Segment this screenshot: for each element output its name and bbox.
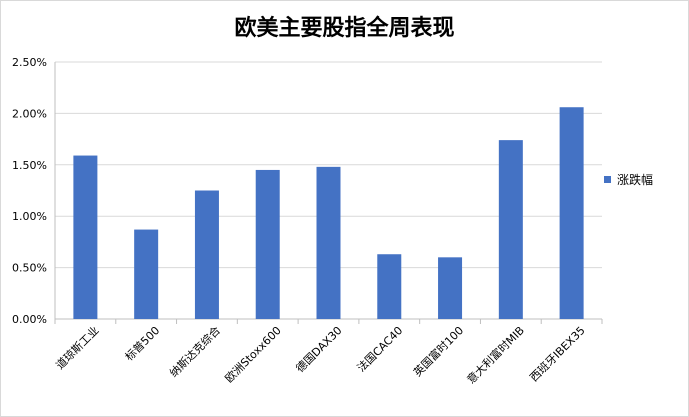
y-tick-labels: 0.00% 0.50% 1.00% 1.50% 2.00% 2.50% (12, 56, 47, 326)
y-tick-label: 0.00% (12, 313, 47, 326)
bar (255, 169, 280, 319)
y-tick-label: 0.50% (12, 262, 47, 275)
chart-title: 欧美主要股指全周表现 (234, 15, 455, 41)
bar (498, 140, 523, 319)
bar (559, 107, 584, 320)
x-tick-label: 纳斯达克综合 (166, 323, 223, 380)
y-tick-label: 2.00% (12, 107, 47, 120)
x-tick-label: 道琼斯工业 (53, 323, 102, 372)
bar (134, 229, 159, 319)
x-tick-label: 意大利富时MIB (464, 323, 527, 386)
bar (194, 190, 219, 319)
legend-label: 涨跌幅 (617, 173, 654, 187)
bars (73, 107, 584, 320)
x-tick-label: 德国DAX30 (293, 323, 345, 375)
x-tick-label: 英国富时100 (410, 323, 466, 379)
y-tick-label: 1.00% (12, 210, 47, 223)
x-tick-labels: 道琼斯工业 标普500 纳斯达克综合 欧洲Stoxx600 德国DAX30 法国CAC40… (53, 323, 588, 386)
x-tick-label: 西班牙IBEX35 (527, 324, 587, 384)
legend-swatch (604, 176, 611, 183)
x-tick-label: 法国CAC40 (354, 323, 405, 374)
x-tick-label: 标普500 (122, 323, 162, 363)
bar (73, 155, 98, 319)
x-tick-label: 欧洲Stoxx600 (223, 324, 284, 385)
y-tick-label: 2.50% (12, 56, 47, 69)
legend: 涨跌幅 (604, 171, 653, 188)
bar (438, 257, 463, 319)
bar (316, 166, 341, 319)
y-tick-label: 1.50% (12, 159, 47, 172)
bar (377, 254, 402, 319)
